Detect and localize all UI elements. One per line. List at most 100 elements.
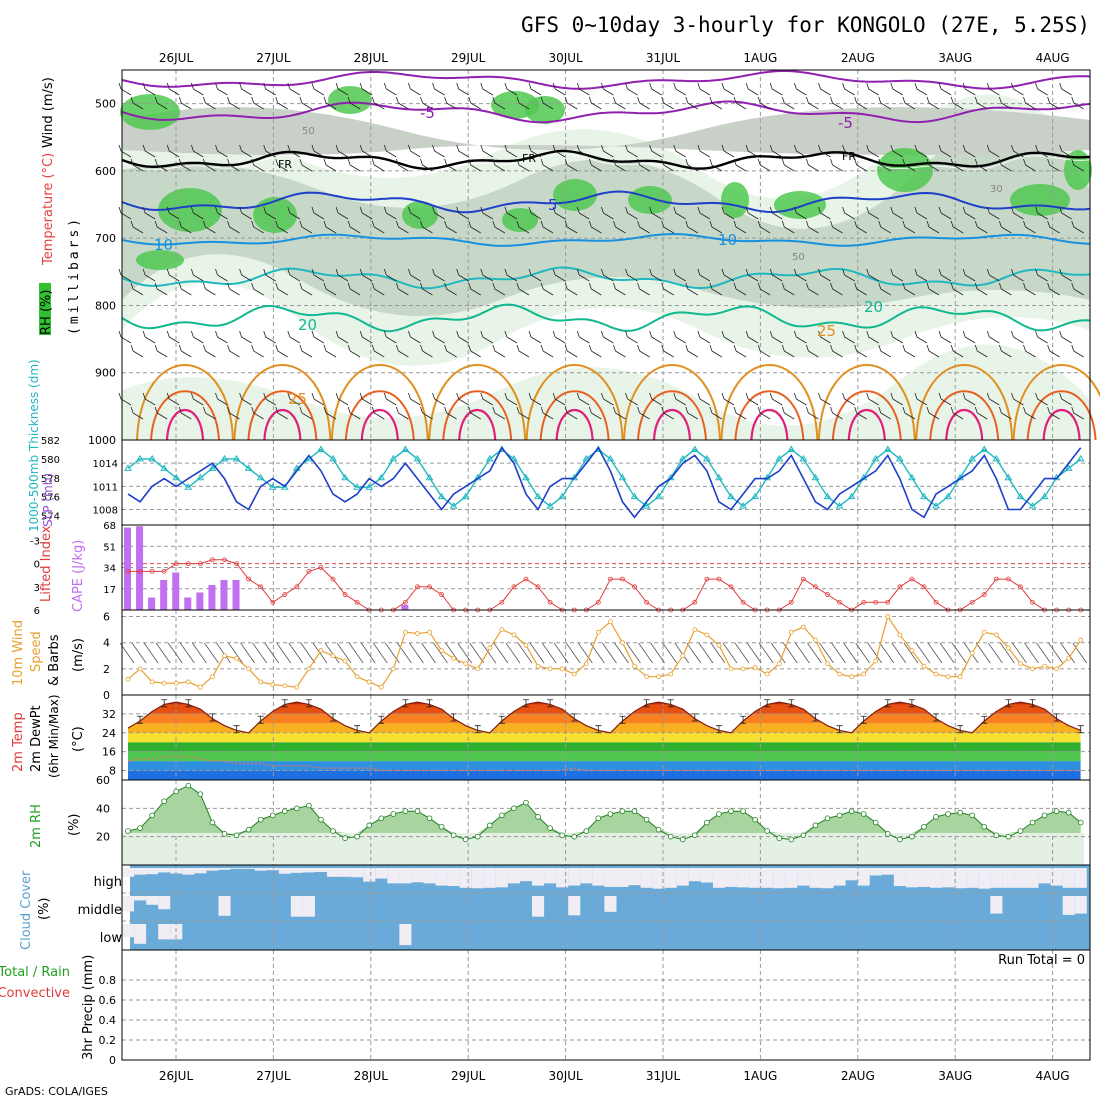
cloud-panel: high middle low Cloud Cover (%) bbox=[19, 864, 1091, 951]
wind10-barb bbox=[493, 642, 509, 664]
lifted-index-point bbox=[800, 576, 806, 582]
wind-barb bbox=[142, 392, 156, 406]
rh2m-point bbox=[921, 823, 927, 830]
cloud-bar bbox=[146, 896, 159, 905]
rh2m-point bbox=[354, 833, 360, 840]
cloud-bar bbox=[616, 868, 629, 887]
wind-barb bbox=[396, 220, 409, 234]
isotherm-15 bbox=[121, 266, 1091, 290]
wind-barb bbox=[408, 330, 421, 344]
wind-barb bbox=[601, 268, 614, 282]
temp-minmax-bar bbox=[1029, 699, 1036, 708]
cloud-bar bbox=[363, 868, 376, 882]
wind-barb bbox=[178, 406, 192, 420]
wind-barb bbox=[178, 220, 192, 234]
wind10-point bbox=[125, 676, 131, 682]
wind-barb bbox=[516, 158, 530, 172]
cloud-bar bbox=[917, 868, 931, 887]
wind-barb bbox=[468, 158, 481, 172]
wind10-point bbox=[137, 666, 143, 672]
precip-tick-label: 0 bbox=[109, 1054, 116, 1067]
wind10-unit-label: (m/s) bbox=[71, 638, 86, 672]
wind10-point bbox=[330, 653, 336, 659]
temp-minmax-bar bbox=[547, 699, 554, 708]
lifted-index-point bbox=[234, 561, 239, 567]
wind-barb bbox=[721, 144, 735, 158]
wind-barb bbox=[444, 282, 457, 296]
wind10-barb bbox=[553, 642, 569, 664]
cape-bar bbox=[148, 597, 156, 610]
wind-barb bbox=[166, 144, 180, 158]
wind-barb bbox=[854, 220, 867, 234]
wind-barb bbox=[613, 220, 626, 234]
wind10-barb bbox=[746, 642, 762, 664]
lifted-index-point bbox=[620, 576, 625, 582]
wind-barb bbox=[842, 144, 855, 158]
cloud-bar bbox=[700, 868, 713, 883]
date-label-bottom: 31JUL bbox=[646, 1069, 681, 1083]
wind-barb bbox=[1059, 330, 1072, 344]
dewpt2m-line bbox=[127, 755, 1081, 772]
wind-barb bbox=[516, 406, 530, 420]
wind-barb bbox=[697, 268, 711, 282]
wind-barb bbox=[203, 158, 216, 172]
wind-barb bbox=[1071, 344, 1084, 358]
thickness-point bbox=[1016, 492, 1025, 500]
rh2m-point bbox=[692, 832, 698, 839]
wind10-barb bbox=[867, 642, 883, 664]
lifted-index-point bbox=[692, 599, 698, 605]
wind10-point bbox=[306, 666, 312, 672]
wind-barb bbox=[1035, 392, 1048, 406]
wind-barb bbox=[540, 158, 554, 172]
temp-axis-label: 2m Temp bbox=[11, 712, 26, 772]
wind-barb bbox=[227, 96, 240, 110]
wind-barb bbox=[890, 392, 904, 406]
wind-barb bbox=[323, 220, 337, 234]
wind-barb bbox=[950, 344, 964, 358]
thickness-point bbox=[739, 502, 747, 509]
lifted-index-point bbox=[149, 568, 155, 574]
rh2m-point bbox=[511, 805, 517, 812]
wind-barb bbox=[383, 82, 397, 96]
rh2m-point bbox=[1041, 812, 1048, 819]
wind-barb bbox=[396, 406, 409, 420]
wind-barb bbox=[444, 158, 457, 172]
wind10-barb bbox=[409, 642, 424, 664]
cloud-unit-label: (%) bbox=[37, 898, 52, 921]
cloud-bar bbox=[122, 868, 135, 877]
wind-barb bbox=[974, 344, 988, 358]
wind-barb bbox=[492, 220, 506, 234]
wind-barb bbox=[974, 282, 988, 296]
wind-barb bbox=[781, 282, 795, 296]
wind-barb bbox=[1011, 82, 1024, 96]
pressure-axis-ticks: 500 600 700 800 900 1000 bbox=[88, 98, 116, 447]
contour-label: 25 bbox=[288, 390, 307, 408]
wind10-point bbox=[849, 674, 854, 680]
wind-barb bbox=[709, 406, 723, 420]
wind10-barb bbox=[529, 642, 545, 664]
wind10-barb bbox=[1012, 642, 1027, 664]
wind-barb bbox=[323, 344, 337, 358]
wind10-point bbox=[656, 674, 662, 680]
wind-barb bbox=[359, 206, 373, 220]
thickness-point bbox=[546, 502, 554, 509]
cloud-bar bbox=[1038, 868, 1051, 884]
lifted-index-point bbox=[704, 576, 710, 582]
wind-barb bbox=[757, 158, 771, 172]
rh2m-point bbox=[583, 828, 590, 834]
date-label-top: 28JUL bbox=[354, 51, 389, 65]
wind10-point bbox=[523, 642, 529, 648]
cloud-bar bbox=[797, 868, 810, 886]
wind-barb bbox=[396, 344, 409, 358]
temp-unit-label: (°C) bbox=[71, 726, 86, 752]
lifted-index-point bbox=[909, 576, 915, 582]
temp-axis-ticks: 8 16 24 32 bbox=[102, 708, 116, 778]
wind-barb bbox=[528, 330, 542, 344]
slp-series bbox=[124, 445, 1085, 519]
rh2m-point bbox=[294, 805, 300, 812]
wind-barb bbox=[275, 344, 288, 358]
cloud-bar bbox=[532, 896, 545, 917]
wind-barb bbox=[263, 82, 276, 96]
lifted-index-point bbox=[595, 599, 601, 605]
isotherm-25-loop bbox=[330, 364, 429, 441]
